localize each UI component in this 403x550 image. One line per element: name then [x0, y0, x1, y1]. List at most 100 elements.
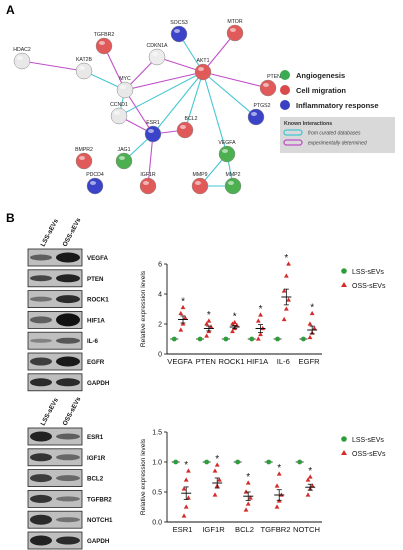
node-myc[interactable]: MYC — [116, 76, 134, 99]
node-vegfa[interactable]: VEGFA — [218, 140, 236, 163]
node-highlight — [174, 29, 180, 33]
node-mmp9[interactable]: MMP9 — [191, 172, 209, 195]
node-bcl2[interactable]: BCL2 — [176, 116, 198, 139]
y-tick-label: 0 — [158, 352, 162, 359]
oss-point-esr1 — [181, 513, 187, 518]
legend-label-inflammatory: Inflammatory response — [296, 101, 379, 110]
node-pdcd4[interactable]: PDCD4 — [86, 172, 104, 195]
node-highlight — [251, 112, 257, 116]
node-highlight — [79, 66, 85, 70]
node-bmpr2[interactable]: BMPR2 — [75, 147, 93, 170]
node-mtor[interactable]: MTOR — [226, 19, 244, 42]
blot2-bands: ESR1 IGF1R BCL2 TGFBR2 NOTCH1 GAPDH — [27, 427, 113, 550]
x-tick-label: ROCK1 — [218, 357, 244, 366]
oss-point-vegfa — [180, 321, 186, 326]
x-tick-label: HIF1A — [247, 357, 269, 366]
blot-label: GAPDH — [87, 380, 110, 387]
node-label: MMP9 — [193, 172, 208, 178]
band-lss — [30, 338, 52, 343]
blot-row-il-6: IL-6 — [27, 331, 99, 350]
band-oss — [56, 356, 80, 367]
node-label: AKT1 — [197, 58, 210, 64]
node-cdkn1a[interactable]: CDKN1A — [146, 43, 168, 66]
node-mmp2[interactable]: MMP2 — [224, 172, 242, 195]
blot-row-hif1a: HIF1A — [27, 310, 105, 329]
network-nodes: HDAC2 TGFBR2 CDKN1A SOCS3 MTOR KAT2B MYC AKT1 PT… — [13, 19, 281, 195]
band-lss — [30, 275, 52, 282]
western-blot-1: LSS-sEVs OSS-sEVs VEGFA PTEN ROCK1 HIF1A IL-… — [27, 217, 110, 392]
significance-star: * — [246, 472, 250, 483]
blot-label: NOTCH1 — [87, 517, 113, 524]
node-jag1[interactable]: JAG1 — [115, 147, 133, 170]
known-interactions-box: Known Interactions from curated database… — [280, 117, 395, 153]
node-circle — [139, 177, 157, 195]
network-edges — [21, 32, 269, 187]
node-label: MYC — [119, 76, 131, 82]
oss-point-hif1a — [258, 331, 263, 337]
node-hdac2[interactable]: HDAC2 — [13, 47, 31, 70]
node-highlight — [222, 149, 228, 153]
node-circle — [170, 25, 188, 43]
node-circle — [115, 152, 133, 170]
node-label: KAT2B — [76, 57, 93, 63]
node-ptgs2[interactable]: PTGS2 — [247, 103, 271, 126]
x-tick-label: NOTCH — [293, 525, 320, 534]
oss-point-pten — [204, 333, 210, 338]
band-lss — [30, 254, 52, 261]
node-highlight — [198, 67, 204, 71]
oss-point-esr1 — [181, 486, 187, 491]
node-kat2b[interactable]: KAT2B — [75, 57, 93, 80]
blot-strip — [27, 290, 83, 309]
legend-dot-cell-migration — [280, 85, 290, 95]
edge-hdac2-kat2b — [21, 60, 85, 72]
node-label: VEGFA — [218, 140, 236, 146]
oss-point-hif1a — [255, 336, 261, 341]
x-tick-label: ESR1 — [173, 525, 193, 534]
band-oss — [56, 378, 80, 387]
node-esr1[interactable]: ESR1 — [144, 120, 162, 143]
x-tick-label: IGF1R — [202, 525, 225, 534]
y-tick-label: 1.0 — [152, 460, 162, 467]
lss-point-pten — [197, 336, 203, 342]
blot-label: GAPDH — [87, 538, 110, 545]
chart-lower: 0.0 0.5 1.0 1.5 Relative expression levels * E… — [140, 430, 386, 535]
western-blot-2: LSS-sEVs OSS-sEVs ESR1 IGF1R BCL2 TGFBR2 NOT… — [27, 396, 113, 550]
legend-label-oss: OSS-sEVs — [352, 283, 386, 290]
node-highlight — [228, 181, 234, 185]
band-lss — [30, 474, 52, 483]
node-akt1[interactable]: AKT1 — [194, 58, 212, 81]
edge-myc-akt1 — [124, 71, 204, 91]
edge-esr1-igf1r — [147, 133, 154, 187]
node-highlight — [17, 56, 23, 60]
node-ccnd1[interactable]: CCND1 — [110, 102, 128, 125]
node-tgfbr2[interactable]: TGFBR2 — [94, 32, 115, 55]
oss-point-il-6 — [286, 261, 291, 266]
node-circle — [226, 24, 244, 42]
node-igf1r[interactable]: IGF1R — [139, 172, 157, 195]
node-highlight — [195, 181, 201, 185]
oss-point-bcl2 — [243, 507, 249, 512]
legend-label-oss: OSS-sEVs — [352, 451, 386, 458]
blot-label: TGFBR2 — [87, 496, 112, 503]
y-tick-label: 2 — [158, 322, 162, 329]
oss-point-bcl2 — [248, 495, 253, 500]
blot1-lane-oss: OSS-sEVs — [62, 217, 83, 248]
node-circle — [75, 62, 93, 80]
node-label: PTGS2 — [253, 103, 270, 109]
band-oss — [56, 433, 80, 440]
node-label: TGFBR2 — [94, 32, 115, 38]
blot-label: ESR1 — [87, 434, 104, 441]
significance-star: * — [277, 463, 281, 474]
node-label: MMP2 — [226, 172, 241, 178]
node-pten[interactable]: PTEN — [259, 74, 281, 97]
oss-point-il-6 — [283, 306, 289, 311]
node-circle — [247, 108, 265, 126]
significance-star: * — [233, 312, 237, 323]
oss-point-esr1 — [183, 477, 189, 482]
known-interactions-title: Known Interactions — [284, 121, 332, 127]
node-highlight — [143, 181, 149, 185]
chart-upper: 0 2 4 6 Relative expression levels * VEGFA * PTE… — [140, 253, 386, 366]
node-socs3[interactable]: SOCS3 — [170, 20, 188, 43]
significance-star: * — [284, 253, 288, 264]
blot-row-esr1: ESR1 — [27, 427, 104, 446]
